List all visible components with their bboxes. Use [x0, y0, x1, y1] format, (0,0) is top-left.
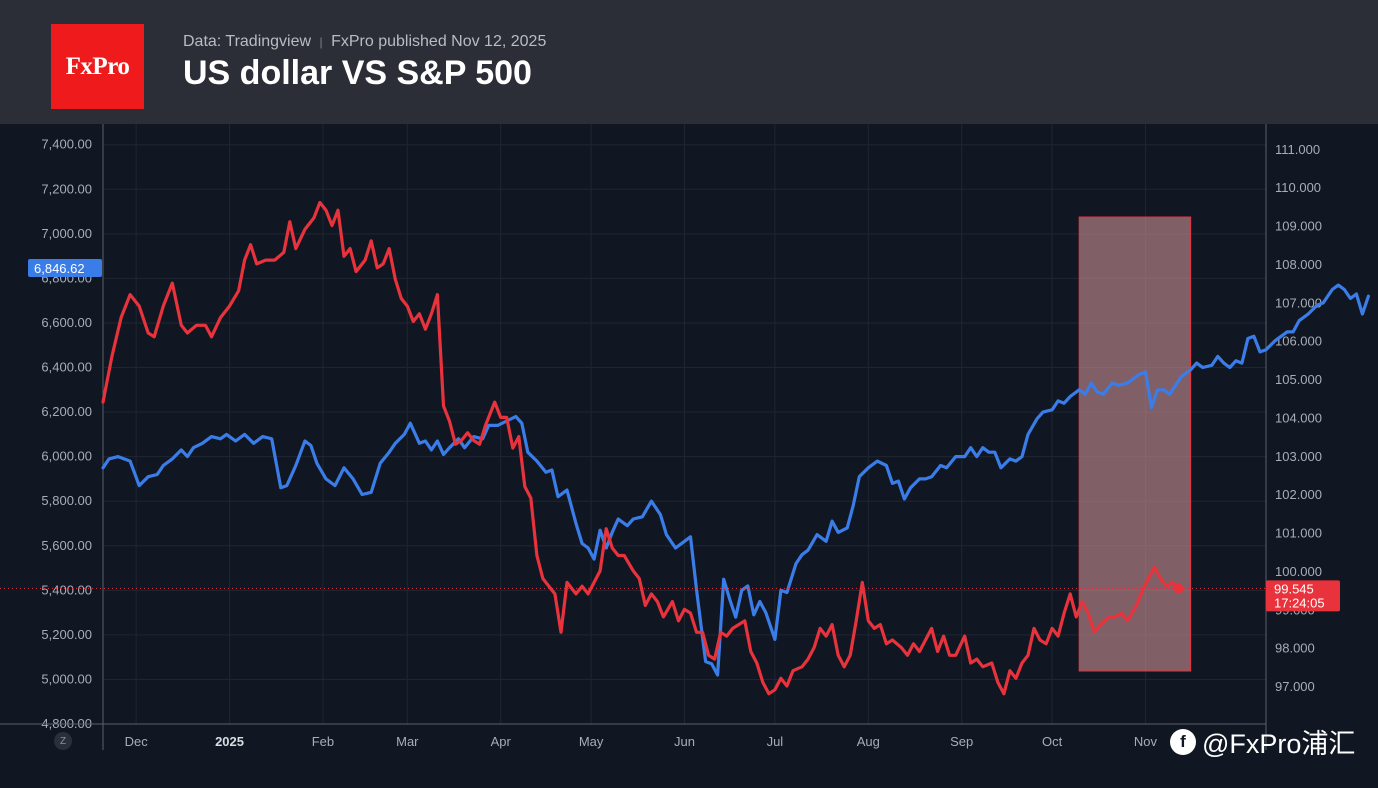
zoom-button[interactable]: Z: [54, 732, 72, 750]
dxy-countdown: 17:24:05: [1274, 595, 1325, 610]
chart-source: Data: Tradingview | FxPro published Nov …: [183, 33, 546, 51]
sp500-price-value: 6,846.62: [34, 261, 85, 276]
right-tick-label: 105.000: [1275, 372, 1322, 387]
x-tick-label: Jun: [674, 734, 695, 749]
x-tick-label: Mar: [396, 734, 419, 749]
chart-header: FxPro Data: Tradingview | FxPro publishe…: [0, 0, 1378, 124]
right-tick-label: 109.000: [1275, 219, 1322, 234]
dxy-price-value: 99.545: [1274, 581, 1314, 596]
left-tick-label: 6,600.00: [41, 315, 92, 330]
left-tick-label: 5,400.00: [41, 582, 92, 597]
chart-area[interactable]: Dec 2025 Feb Mar Apr May Jun Jul Aug Sep Oct Nov4,8…: [0, 124, 1378, 788]
right-tick-label: 107.000: [1275, 295, 1322, 310]
published-date: FxPro published Nov 12, 2025: [331, 33, 547, 50]
watermark-text: @FxPro浦汇: [1202, 729, 1356, 759]
fxpro-logo: FxPro: [51, 24, 144, 109]
sp500-price-badge: [28, 258, 102, 277]
x-tick-label: May: [579, 734, 604, 749]
x-tick-label: Sep: [950, 734, 973, 749]
x-tick-label: Nov: [1134, 734, 1158, 749]
left-tick-label: 5,800.00: [41, 493, 92, 508]
left-tick-label: 5,000.00: [41, 671, 92, 686]
left-tick-label: 5,200.00: [41, 627, 92, 642]
right-tick-label: 103.000: [1275, 449, 1322, 464]
left-tick-label: 7,200.00: [41, 181, 92, 196]
right-tick-label: 97.000: [1275, 679, 1315, 694]
x-tick-label: Aug: [857, 734, 880, 749]
dxy-last-dot: [1173, 583, 1184, 594]
x-tick-label: Feb: [312, 734, 334, 749]
x-tick-label: 2025: [215, 734, 244, 749]
highlight-box: [1078, 216, 1192, 672]
right-tick-label: 101.000: [1275, 526, 1322, 541]
x-tick-label: Dec: [125, 734, 149, 749]
right-tick-label: 104.000: [1275, 410, 1322, 425]
x-tick-label: Oct: [1042, 734, 1063, 749]
right-tick-label: 102.000: [1275, 487, 1322, 502]
x-tick-label: Jul: [767, 734, 784, 749]
right-tick-label: 111.000: [1275, 142, 1320, 157]
separator: |: [319, 35, 323, 49]
right-tick-label: 110.000: [1275, 180, 1321, 195]
weibo-icon: f: [1170, 728, 1196, 755]
right-tick-label: 108.000: [1275, 257, 1322, 272]
x-tick-label: Apr: [491, 734, 512, 749]
chart-title: US dollar VS S&P 500: [183, 54, 532, 92]
left-tick-label: 6,000.00: [41, 449, 92, 464]
left-tick-label: 6,400.00: [41, 360, 92, 375]
sp500-line: [101, 283, 1370, 677]
left-tick-label: 7,000.00: [41, 226, 92, 241]
right-tick-label: 106.000: [1275, 334, 1322, 349]
right-tick-label: 98.000: [1275, 641, 1315, 656]
left-tick-label: 6,200.00: [41, 404, 92, 419]
dxy-line: [101, 200, 1181, 696]
dxy-price-badge: [1266, 580, 1340, 612]
left-tick-label: 7,400.00: [41, 137, 92, 152]
data-source: Data: Tradingview: [183, 33, 312, 50]
right-tick-label: 100.000: [1275, 564, 1322, 579]
watermark: f @FxPro浦汇: [1170, 722, 1355, 761]
left-tick-label: 5,600.00: [41, 538, 92, 553]
